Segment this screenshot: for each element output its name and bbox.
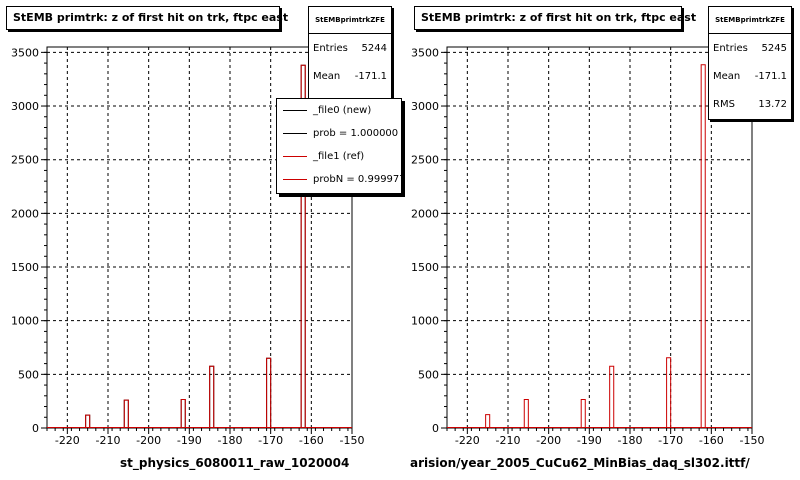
x-tick-label: -150 bbox=[340, 434, 365, 447]
x-tick-label: -160 bbox=[299, 434, 324, 447]
x-tick-label: -220 bbox=[55, 434, 80, 447]
y-tick-label: 500 bbox=[18, 368, 39, 381]
y-tick-label: 1500 bbox=[411, 261, 439, 274]
x-tick-label: -160 bbox=[699, 434, 724, 447]
x-tick-label: -190 bbox=[177, 434, 202, 447]
x-tick-label: -180 bbox=[618, 434, 643, 447]
y-tick-label: 3000 bbox=[411, 100, 439, 113]
left-stats-entries-row: Entries 5244 bbox=[309, 34, 391, 62]
legend-line-black bbox=[283, 133, 307, 134]
right-stats-rms-value: 13.72 bbox=[758, 98, 787, 110]
right-stats-box: StEMBprimtrkZFE Entries 5245 Mean -171.1… bbox=[708, 6, 792, 120]
right-stats-entries-value: 5245 bbox=[761, 42, 787, 54]
left-x-axis-label: st_physics_6080011_raw_1020004 bbox=[120, 456, 350, 470]
left-stats-entries-value: 5244 bbox=[361, 42, 387, 54]
left-stats-mean-row: Mean -171.1 bbox=[309, 62, 391, 90]
y-tick-label: 1500 bbox=[11, 261, 39, 274]
right-histogram-pad: -220 -210 -200 -190 -180 -170 -160 -150 0 500 1000… bbox=[400, 0, 800, 480]
y-tick-label: 0 bbox=[432, 422, 439, 435]
right-stats-mean-row: Mean -171.1 bbox=[709, 62, 791, 90]
legend-line-black bbox=[283, 110, 307, 111]
y-tick-label: 2500 bbox=[11, 154, 39, 167]
left-stats-mean-label: Mean bbox=[313, 70, 341, 82]
right-plot-title: StEMB primtrk: z of first hit on trk, ft… bbox=[414, 6, 696, 30]
left-stats-mean-value: -171.1 bbox=[354, 70, 387, 82]
left-stats-name: StEMBprimtrkZFE bbox=[309, 7, 391, 34]
legend-entry-prob: prob = 1.000000 bbox=[277, 122, 401, 145]
y-tick-label: 1000 bbox=[411, 315, 439, 328]
y-tick-label: 2500 bbox=[411, 154, 439, 167]
histogram-bin bbox=[609, 365, 615, 428]
legend-label: probN = 0.999977 bbox=[313, 174, 402, 185]
legend-line-red bbox=[283, 156, 307, 157]
histogram-bin bbox=[85, 414, 91, 428]
right-stats-entries-label: Entries bbox=[713, 42, 748, 54]
legend-entry-file1: _file1 (ref) bbox=[277, 145, 401, 168]
x-tick-label: -200 bbox=[136, 434, 161, 447]
histogram-bin bbox=[300, 64, 306, 428]
right-stats-mean-value: -171.1 bbox=[754, 70, 787, 82]
right-stats-mean-label: Mean bbox=[713, 70, 741, 82]
y-tick-label: 3500 bbox=[411, 46, 439, 59]
y-tick-label: 0 bbox=[32, 422, 39, 435]
histogram-bin bbox=[666, 357, 672, 428]
x-tick-label: -170 bbox=[258, 434, 283, 447]
histogram-bin bbox=[123, 399, 129, 428]
right-stats-rms-row: RMS 13.72 bbox=[709, 90, 791, 118]
legend-line-red bbox=[283, 179, 307, 180]
right-plot-svg: -220 -210 -200 -190 -180 -170 -160 -150 0 500 1000… bbox=[411, 46, 765, 447]
x-tick-label: -210 bbox=[96, 434, 121, 447]
right-stats-rms-label: RMS bbox=[713, 98, 735, 110]
x-tick-label: -190 bbox=[577, 434, 602, 447]
histogram-bin bbox=[266, 357, 272, 428]
y-tick-label: 1000 bbox=[11, 315, 39, 328]
left-histogram-pad: -220 -210 -200 -190 -180 -170 -160 -150 0 500 1000… bbox=[6, 6, 402, 470]
x-tick-label: -200 bbox=[536, 434, 561, 447]
y-tick-label: 3000 bbox=[11, 100, 39, 113]
legend-label: _file0 (new) bbox=[313, 105, 372, 116]
left-legend: _file0 (new) prob = 1.000000 _file1 (ref… bbox=[276, 98, 402, 194]
right-stats-name: StEMBprimtrkZFE bbox=[709, 7, 791, 34]
y-tick-label: 2000 bbox=[411, 207, 439, 220]
x-tick-label: -150 bbox=[740, 434, 765, 447]
histogram-bin bbox=[485, 414, 491, 428]
left-stats-entries-label: Entries bbox=[313, 42, 348, 54]
histogram-bin bbox=[580, 399, 586, 428]
legend-label: _file1 (ref) bbox=[313, 151, 365, 162]
y-tick-label: 3500 bbox=[11, 46, 39, 59]
x-tick-label: -170 bbox=[658, 434, 683, 447]
histogram-bin bbox=[523, 399, 529, 428]
left-plot-title: StEMB primtrk: z of first hit on trk, ft… bbox=[6, 6, 288, 30]
x-tick-label: -220 bbox=[455, 434, 480, 447]
right-x-axis-label: arision/year_2005_CuCu62_MinBias_daq_sl3… bbox=[410, 456, 750, 470]
histogram-bin bbox=[209, 365, 215, 428]
x-tick-label: -210 bbox=[496, 434, 521, 447]
plot-frame bbox=[446, 46, 753, 429]
histogram-bin bbox=[180, 399, 186, 428]
right-stats-entries-row: Entries 5245 bbox=[709, 34, 791, 62]
y-tick-label: 2000 bbox=[11, 207, 39, 220]
legend-entry-probn: probN = 0.999977 bbox=[277, 168, 401, 191]
y-tick-label: 500 bbox=[418, 368, 439, 381]
legend-entry-file0: _file0 (new) bbox=[277, 99, 401, 122]
x-tick-label: -180 bbox=[218, 434, 243, 447]
legend-label: prob = 1.000000 bbox=[313, 128, 399, 139]
histogram-bin bbox=[700, 64, 706, 428]
